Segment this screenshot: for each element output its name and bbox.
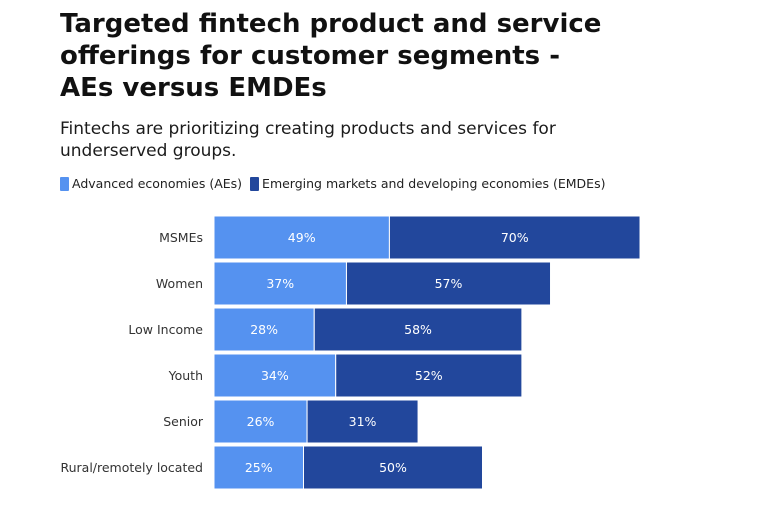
data-label-rural-remotely-located-emdes: 50% bbox=[379, 460, 407, 475]
chart-title: Targeted fintech product and service off… bbox=[60, 9, 602, 103]
bar-rural-remotely-located-aes bbox=[213, 445, 304, 490]
category-label-msmes: MSMEs bbox=[159, 230, 203, 245]
data-label-low-income-aes: 28% bbox=[250, 322, 278, 337]
chart-subtitle: Fintechs are prioritizing creating produ… bbox=[60, 119, 556, 161]
bar-women-aes bbox=[213, 261, 347, 306]
category-label-rural-remotely-located: Rural/remotely located bbox=[60, 460, 203, 475]
data-label-senior-aes: 26% bbox=[247, 414, 275, 429]
data-label-rural-remotely-located-aes: 25% bbox=[245, 460, 273, 475]
legend-label-emdes: Emerging markets and developing economie… bbox=[262, 176, 606, 191]
bar-low-income-aes bbox=[213, 307, 315, 352]
legend-label-aes: Advanced economies (AEs) bbox=[72, 176, 243, 191]
data-label-senior-emdes: 31% bbox=[349, 414, 377, 429]
data-label-msmes-aes: 49% bbox=[288, 230, 316, 245]
bar-senior-emdes bbox=[306, 399, 419, 444]
bar-rural-remotely-located-emdes bbox=[303, 445, 483, 490]
bar-senior-aes bbox=[213, 399, 308, 444]
bar-msmes-emdes bbox=[388, 215, 641, 260]
data-label-youth-aes: 34% bbox=[261, 368, 289, 383]
data-label-women-emdes: 57% bbox=[435, 276, 463, 291]
data-label-msmes-emdes: 70% bbox=[501, 230, 529, 245]
bar-msmes-aes bbox=[213, 215, 390, 260]
bar-low-income-emdes bbox=[313, 307, 523, 352]
data-label-youth-emdes: 52% bbox=[415, 368, 443, 383]
category-label-senior: Senior bbox=[163, 414, 204, 429]
legend-item-aes: Advanced economies (AEs) bbox=[60, 176, 242, 191]
bar-women-emdes bbox=[345, 261, 552, 306]
category-label-women: Women bbox=[156, 276, 203, 291]
legend: Advanced economies (AEs) Emerging market… bbox=[60, 176, 613, 191]
category-label-low-income: Low Income bbox=[128, 322, 203, 337]
legend-swatch-emdes bbox=[250, 176, 260, 191]
data-label-women-aes: 37% bbox=[266, 276, 294, 291]
bar-youth-emdes bbox=[335, 353, 523, 398]
legend-item-emdes: Emerging markets and developing economie… bbox=[250, 176, 605, 191]
data-label-low-income-emdes: 58% bbox=[404, 322, 432, 337]
category-label-youth: Youth bbox=[168, 368, 203, 383]
legend-swatch-aes bbox=[60, 176, 69, 191]
